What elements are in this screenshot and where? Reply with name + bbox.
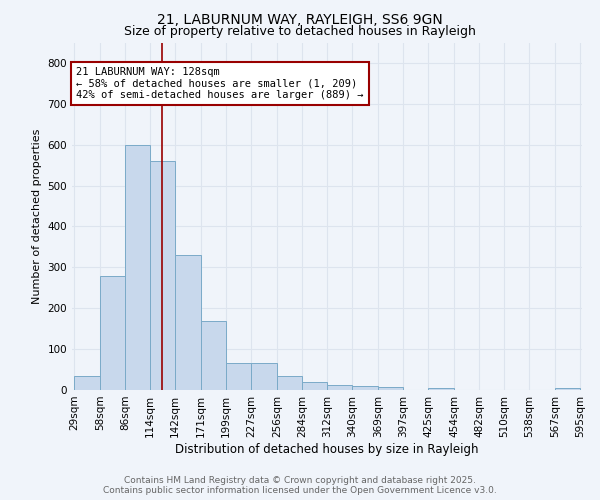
Bar (277, 376, 302, 390)
Bar (555, 388, 580, 390)
Bar (100, 276, 125, 390)
Y-axis label: Number of detached properties: Number of detached properties (32, 128, 42, 304)
Bar (74, 376, 100, 390)
Text: 21 LABURNUM WAY: 128sqm
← 58% of detached houses are smaller (1, 209)
42% of sem: 21 LABURNUM WAY: 128sqm ← 58% of detache… (76, 67, 364, 100)
Bar (428, 388, 454, 390)
Bar (175, 255, 201, 390)
Bar (226, 364, 251, 390)
Bar (150, 161, 175, 390)
Bar (352, 386, 378, 390)
Text: 21, LABURNUM WAY, RAYLEIGH, SS6 9GN: 21, LABURNUM WAY, RAYLEIGH, SS6 9GN (157, 12, 443, 26)
Bar (251, 364, 277, 390)
Bar (302, 382, 327, 390)
X-axis label: Distribution of detached houses by size in Rayleigh: Distribution of detached houses by size … (175, 442, 479, 456)
Bar (125, 144, 150, 390)
Bar (201, 320, 226, 390)
Bar (378, 386, 403, 390)
Bar (327, 385, 352, 390)
Text: Contains HM Land Registry data © Crown copyright and database right 2025.
Contai: Contains HM Land Registry data © Crown c… (103, 476, 497, 495)
Text: Size of property relative to detached houses in Rayleigh: Size of property relative to detached ho… (124, 25, 476, 38)
